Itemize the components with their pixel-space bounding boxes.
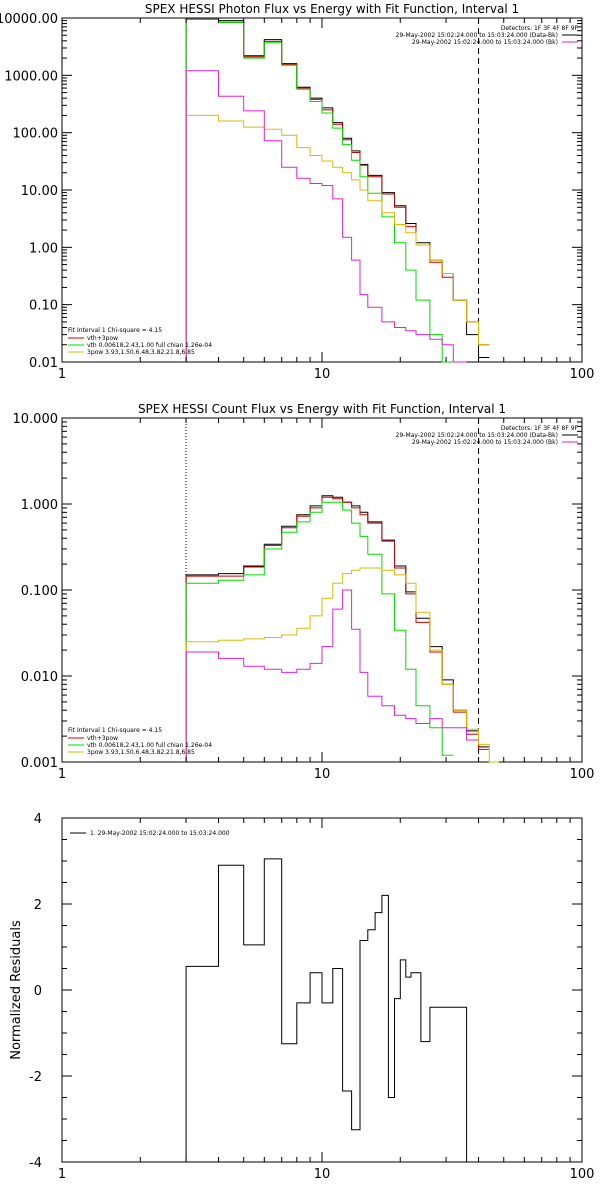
chart-title: SPEX HESSI Count Flux vs Energy with Fit… <box>138 402 506 416</box>
series-lines <box>185 858 479 1163</box>
series-line <box>185 114 490 362</box>
x-tick-label: 1 <box>58 767 66 782</box>
legend-entry-3pow: 3pow 3.93,1.50,6.48,3.82,21.8,6.85 <box>87 349 195 356</box>
legend-entry-data: 29-May-2002 15:02:24.000 to 15:03:24.000… <box>396 32 558 39</box>
residuals-panel: 1 10 100 4 2 0 -2 -4 Normalized Residuals 1. 29… <box>9 812 594 1182</box>
x-tick-label: 100 <box>570 1167 595 1182</box>
axis-ticks: 1 10 100 0.001 0.010 0.100 1.000 10.000 <box>13 412 595 782</box>
axis-ticks: 1 10 100 4 2 0 -2 -4 <box>29 812 594 1182</box>
legend-detectors: Detectors: 1F 3F 4F 8F 9F <box>501 425 579 432</box>
y-tick-label: 0.100 <box>21 584 58 599</box>
y-tick-label: 4 <box>34 812 42 827</box>
x-tick-label: 10 <box>314 367 331 382</box>
chart-title: SPEX HESSI Photon Flux vs Energy with Fi… <box>145 2 519 16</box>
y-tick-label: 10000.00 <box>0 12 58 27</box>
series-lines <box>185 418 500 763</box>
photon-flux-panel: SPEX HESSI Photon Flux vs Energy with Fi… <box>0 2 594 382</box>
legend-entry-vth: vth 0.00618,2.43,1.00 full chian 1.26e-0… <box>87 342 212 349</box>
plot-frame <box>61 17 583 363</box>
series-line <box>185 70 467 363</box>
series-line <box>185 589 479 762</box>
legend-entry-residuals: 1. 29-May-2002 15:02:24.000 to 15:03:24.… <box>90 830 230 837</box>
x-tick-label: 100 <box>570 367 595 382</box>
y-tick-label: 1.00 <box>29 241 58 256</box>
series-line <box>185 19 454 363</box>
legend-top: Detectors: 1F 3F 4F 8F 9F 29-May-2002 15… <box>396 25 579 46</box>
y-tick-label: -4 <box>29 1156 42 1171</box>
x-tick-label: 10 <box>314 767 331 782</box>
axis-ticks: 1 10 100 0.01 0.10 1.00 10.00 100.00 1000.00 1000… <box>0 12 594 382</box>
series-line <box>185 567 500 763</box>
series-line <box>185 496 490 762</box>
legend-entry-model: vth+3pow <box>87 335 118 342</box>
series-line <box>185 18 490 362</box>
legend-entry-vth: vth 0.00618,2.43,1.00 full chian 1.26e-0… <box>87 742 212 749</box>
legend-entry-bk: 29-May-2002 15:02:24.000 to 15:03:24.000… <box>412 439 558 446</box>
y-tick-label: 0.01 <box>29 356 58 371</box>
series-lines <box>185 18 490 363</box>
legend-bottom: Fit Interval 1 Chi-square = 4.15 vth+3po… <box>68 727 212 756</box>
legend-entry-data: 29-May-2002 15:02:24.000 to 15:03:24.000… <box>396 432 558 439</box>
legend-entry-model: vth+3pow <box>87 735 118 742</box>
legend-bottom: Fit Interval 1 Chi-square = 4.15 vth+3po… <box>68 327 212 356</box>
count-flux-panel: SPEX HESSI Count Flux vs Energy with Fit… <box>13 402 595 782</box>
y-tick-label: 0.10 <box>29 299 58 314</box>
x-tick-label: 1 <box>58 1167 66 1182</box>
legend-detectors: Detectors: 1F 3F 4F 8F 9F <box>501 25 579 32</box>
y-tick-label: 2 <box>34 898 42 913</box>
y-tick-label: 0.010 <box>21 670 58 685</box>
legend-entry-3pow: 3pow 3.93,1.50,6.48,3.82,21.8,6.85 <box>87 749 195 756</box>
y-tick-label: 0.001 <box>21 756 58 771</box>
y-tick-label: 1000.00 <box>4 69 58 84</box>
series-line <box>185 858 479 1163</box>
x-tick-label: 1 <box>58 367 66 382</box>
legend-fit-info: Fit Interval 1 Chi-square = 4.15 <box>68 727 162 734</box>
x-tick-label: 10 <box>314 1167 331 1182</box>
legend-top: Detectors: 1F 3F 4F 8F 9F 29-May-2002 15… <box>396 425 579 446</box>
y-axis-label: Normalized Residuals <box>9 920 24 1060</box>
y-tick-label: -2 <box>29 1070 42 1085</box>
legend-entry-bk: 29-May-2002 15:02:24.000 to 15:03:24.000… <box>412 39 558 46</box>
series-line <box>185 495 490 762</box>
y-tick-label: 10.000 <box>13 412 59 427</box>
y-tick-label: 0 <box>34 984 42 999</box>
y-tick-label: 10.00 <box>21 184 58 199</box>
legend-fit-info: Fit Interval 1 Chi-square = 4.15 <box>68 327 162 334</box>
series-line <box>185 19 490 362</box>
y-tick-label: 100.00 <box>13 127 59 142</box>
plot-frame <box>61 417 583 763</box>
series-line <box>185 501 454 762</box>
y-tick-label: 1.000 <box>21 498 58 513</box>
x-tick-label: 100 <box>570 767 595 782</box>
